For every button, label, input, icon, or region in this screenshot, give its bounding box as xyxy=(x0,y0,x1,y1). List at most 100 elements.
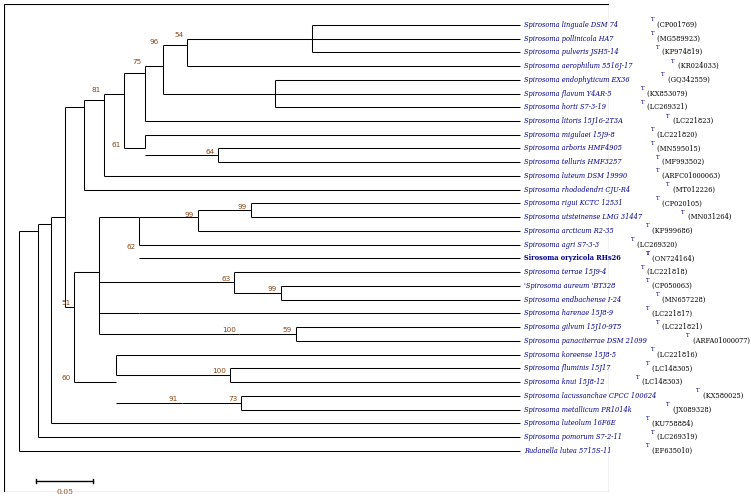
Text: T: T xyxy=(646,251,650,256)
Text: T: T xyxy=(681,210,685,215)
Text: Spirosoma horti S7-3-19: Spirosoma horti S7-3-19 xyxy=(524,103,606,111)
Text: T: T xyxy=(646,416,650,421)
Text: (KX580025): (KX580025) xyxy=(701,392,743,400)
Text: 62: 62 xyxy=(127,243,136,249)
Text: Spirosoma migulaei 15J9-8: Spirosoma migulaei 15J9-8 xyxy=(524,131,615,139)
Text: Spirosoma rhododendri CJU-R4: Spirosoma rhododendri CJU-R4 xyxy=(524,186,630,194)
Text: (KX853079): (KX853079) xyxy=(645,90,688,98)
Text: Spirosoma utsteinense LMG 31447: Spirosoma utsteinense LMG 31447 xyxy=(524,213,642,221)
Text: (MN657228): (MN657228) xyxy=(660,296,706,304)
Text: (LC269319): (LC269319) xyxy=(656,433,698,441)
Text: T: T xyxy=(646,306,650,311)
Text: (LC269321): (LC269321) xyxy=(645,103,688,111)
Text: (KF999686): (KF999686) xyxy=(650,227,693,235)
Text: T: T xyxy=(661,72,665,77)
Text: Spirosoma telluris HMF3257: Spirosoma telluris HMF3257 xyxy=(524,158,622,166)
Text: T: T xyxy=(646,223,650,228)
Text: Spirosoma endbachense I-24: Spirosoma endbachense I-24 xyxy=(524,296,621,304)
Text: 99: 99 xyxy=(268,286,277,292)
Text: T: T xyxy=(646,279,650,284)
Text: T: T xyxy=(656,168,659,173)
Text: Spirosoma rigui KCTC 12531: Spirosoma rigui KCTC 12531 xyxy=(524,199,623,207)
Text: (LC148305): (LC148305) xyxy=(650,364,692,372)
Text: Spirosoma luteolum 16F6E: Spirosoma luteolum 16F6E xyxy=(524,419,616,427)
Text: T: T xyxy=(686,334,690,339)
Text: T: T xyxy=(635,375,639,380)
Text: Sirosoma oryzicola RHs26: Sirosoma oryzicola RHs26 xyxy=(524,255,621,263)
Text: (EF635010): (EF635010) xyxy=(650,447,692,455)
Text: (CP050063): (CP050063) xyxy=(650,282,692,290)
Text: T: T xyxy=(656,196,659,201)
Text: T: T xyxy=(651,430,654,435)
Text: 91: 91 xyxy=(169,396,178,402)
Text: T: T xyxy=(671,59,674,64)
Text: (MF993502): (MF993502) xyxy=(660,158,704,166)
Text: (MN031264): (MN031264) xyxy=(686,213,731,221)
Text: Spirosoma pomorum S7-2-11: Spirosoma pomorum S7-2-11 xyxy=(524,433,622,441)
Text: (LC221818): (LC221818) xyxy=(645,268,688,276)
Text: 0.05: 0.05 xyxy=(56,488,73,496)
Text: 59: 59 xyxy=(283,327,292,333)
Text: Spirosoma panaciterrae DSM 21099: Spirosoma panaciterrae DSM 21099 xyxy=(524,337,647,345)
Text: Spirosoma arcticum R2-35: Spirosoma arcticum R2-35 xyxy=(524,227,614,235)
Text: 54: 54 xyxy=(174,32,184,38)
Text: Spirosoma luteum DSM 19990: Spirosoma luteum DSM 19990 xyxy=(524,172,627,180)
Text: Spirosoma pulveris JSH5-14: Spirosoma pulveris JSH5-14 xyxy=(524,48,619,56)
Text: Spirosoma litoris 15J16-2T3A: Spirosoma litoris 15J16-2T3A xyxy=(524,117,623,125)
Text: Spirosoma terrae 15J9-4: Spirosoma terrae 15J9-4 xyxy=(524,268,607,276)
Text: Spirosoma pollinicola HA7: Spirosoma pollinicola HA7 xyxy=(524,35,614,43)
Text: Spirosoma linguale DSM 74: Spirosoma linguale DSM 74 xyxy=(524,21,618,29)
Text: (MG589923): (MG589923) xyxy=(656,35,701,43)
Text: T: T xyxy=(641,265,644,270)
Text: 99: 99 xyxy=(185,212,195,218)
Text: 99: 99 xyxy=(238,203,247,209)
Text: Spirosoma aerophilum 5516J-17: Spirosoma aerophilum 5516J-17 xyxy=(524,62,632,70)
Text: (MN595015): (MN595015) xyxy=(656,144,701,152)
Text: T: T xyxy=(656,292,659,297)
Bar xyxy=(5,4,609,492)
Text: (CP001769): (CP001769) xyxy=(656,21,698,29)
Text: (LC221816): (LC221816) xyxy=(656,351,698,359)
Text: Spirosoma gilvum 15J10-9T5: Spirosoma gilvum 15J10-9T5 xyxy=(524,323,622,331)
Text: (LC148303): (LC148303) xyxy=(641,378,683,386)
Text: T: T xyxy=(666,402,670,407)
Text: Spirosoma endophyticum EX36: Spirosoma endophyticum EX36 xyxy=(524,76,630,84)
Text: T: T xyxy=(666,114,670,119)
Text: Spirosoma koreense 15J8-5: Spirosoma koreense 15J8-5 xyxy=(524,351,617,359)
Text: 81: 81 xyxy=(91,87,101,93)
Text: 64: 64 xyxy=(206,148,215,154)
Text: (MT012226): (MT012226) xyxy=(671,186,715,194)
Text: Spirosoma agri S7-3-3: Spirosoma agri S7-3-3 xyxy=(524,240,599,248)
Text: (ON724164): (ON724164) xyxy=(650,255,695,263)
Text: T: T xyxy=(651,347,654,352)
Text: 73: 73 xyxy=(229,396,238,402)
Text: 75: 75 xyxy=(132,59,141,65)
Text: (LC221817): (LC221817) xyxy=(650,310,692,318)
Text: T: T xyxy=(651,141,654,146)
Text: 96: 96 xyxy=(149,39,159,45)
Text: 100: 100 xyxy=(222,327,236,333)
Text: T: T xyxy=(656,155,659,160)
Text: T: T xyxy=(631,237,634,242)
Text: (KP974819): (KP974819) xyxy=(660,48,703,56)
Text: 51: 51 xyxy=(62,300,71,306)
Text: Spirosoma fluminis 15J17: Spirosoma fluminis 15J17 xyxy=(524,364,611,372)
Text: (ARFA01000077): (ARFA01000077) xyxy=(691,337,750,345)
Text: Spirosoma knui 15J8-12: Spirosoma knui 15J8-12 xyxy=(524,378,605,386)
Text: T: T xyxy=(696,388,700,393)
Text: (ARFC01000063): (ARFC01000063) xyxy=(660,172,721,180)
Text: T: T xyxy=(656,45,659,50)
Text: T: T xyxy=(641,100,644,105)
Text: Spirosoma flavum Y4AR-5: Spirosoma flavum Y4AR-5 xyxy=(524,90,612,98)
Text: (LC221821): (LC221821) xyxy=(660,323,703,331)
Text: Rudanella lutea 5715S-11: Rudanella lutea 5715S-11 xyxy=(524,447,611,455)
Text: T: T xyxy=(651,31,654,36)
Text: (LC269320): (LC269320) xyxy=(635,240,677,248)
Text: 61: 61 xyxy=(111,142,120,148)
Text: (JX089328): (JX089328) xyxy=(671,406,711,414)
Text: T: T xyxy=(641,86,644,91)
Text: Spirosoma metallicum PR1014k: Spirosoma metallicum PR1014k xyxy=(524,406,632,414)
Text: Spirosoma arboris HMF4905: Spirosoma arboris HMF4905 xyxy=(524,144,622,152)
Text: 100: 100 xyxy=(213,368,227,374)
Text: T: T xyxy=(651,18,654,23)
